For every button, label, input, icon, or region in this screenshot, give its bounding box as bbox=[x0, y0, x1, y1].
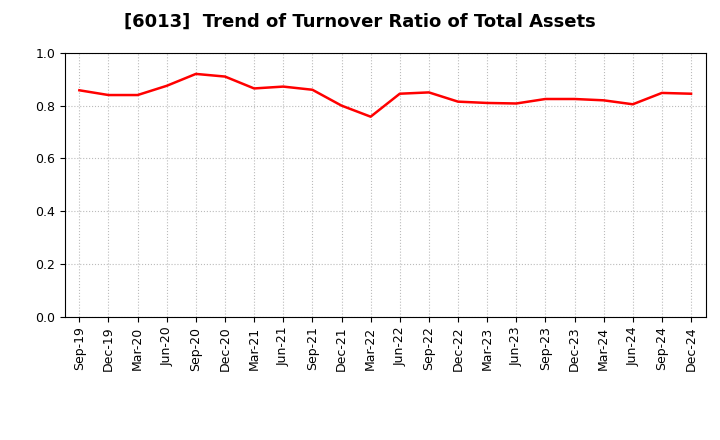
Text: [6013]  Trend of Turnover Ratio of Total Assets: [6013] Trend of Turnover Ratio of Total … bbox=[124, 13, 596, 31]
